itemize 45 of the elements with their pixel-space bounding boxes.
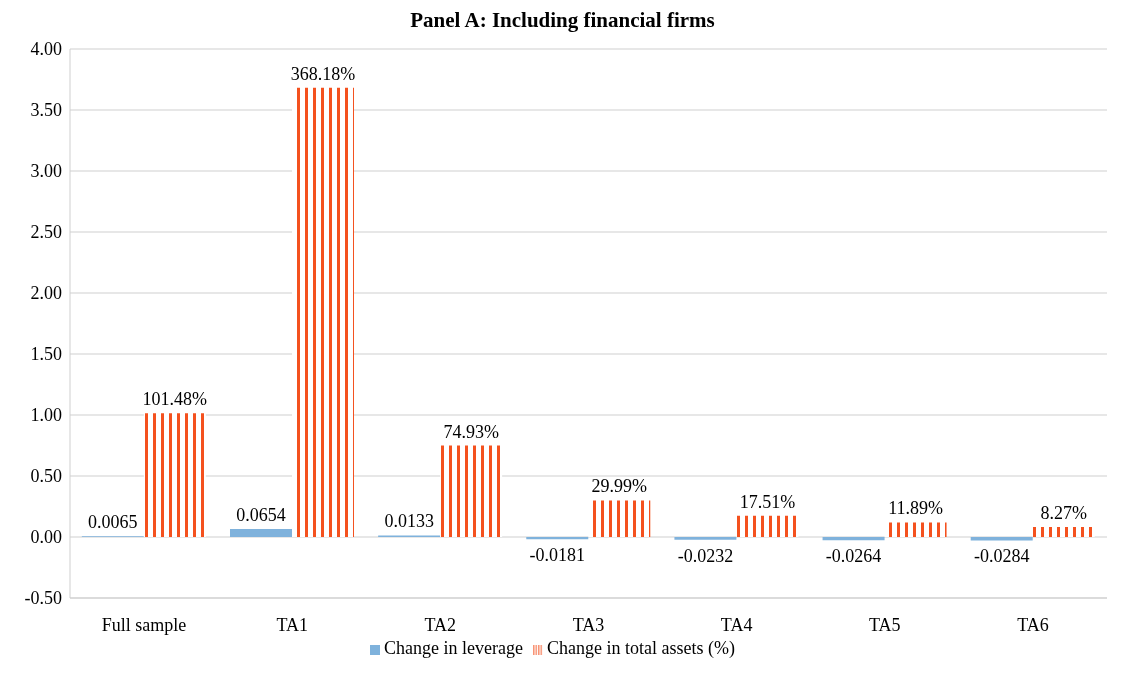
- y-tick-label: 3.50: [30, 100, 62, 121]
- data-label: 0.0065: [88, 512, 138, 533]
- data-label: 8.27%: [1040, 502, 1087, 523]
- bar: [229, 529, 292, 537]
- data-label: 0.0133: [384, 511, 434, 532]
- bar: [822, 537, 885, 541]
- chart-title: Panel A: Including financial firms: [409, 8, 716, 33]
- y-tick-label: -0.50: [24, 588, 62, 609]
- x-tick-label: TA1: [276, 614, 308, 635]
- bar: [440, 445, 503, 537]
- bar: [1032, 526, 1095, 537]
- bar: [526, 537, 589, 540]
- data-label: -0.0232: [677, 545, 734, 566]
- data-label: 368.18%: [290, 63, 356, 84]
- data-label: 29.99%: [591, 476, 648, 497]
- data-label: -0.0264: [825, 546, 882, 567]
- bar: [143, 413, 206, 537]
- y-tick-label: 1.50: [30, 344, 62, 365]
- data-label: 17.51%: [739, 491, 796, 512]
- x-tick-label: TA4: [720, 614, 753, 635]
- bar: [884, 522, 947, 537]
- y-tick-label: 0.00: [30, 527, 62, 548]
- bar: [588, 500, 651, 537]
- y-tick-label: 1.00: [30, 405, 62, 426]
- bar: [736, 515, 799, 537]
- data-label: 101.48%: [142, 389, 208, 410]
- data-label: -0.0284: [973, 546, 1030, 567]
- legend-label: Change in leverage: [384, 638, 523, 658]
- y-tick-label: 4.00: [30, 39, 62, 60]
- x-tick-label: TA6: [1017, 614, 1049, 635]
- data-label: 74.93%: [443, 421, 499, 442]
- bar: [674, 537, 737, 540]
- y-tick-label: 0.50: [30, 466, 62, 487]
- legend-label: Change in total assets (%): [546, 638, 735, 658]
- bar: [291, 87, 354, 537]
- y-tick-label: 2.50: [30, 222, 62, 243]
- x-tick-label: TA3: [572, 614, 605, 635]
- x-tick-label: TA5: [869, 614, 901, 635]
- y-tick-label: 2.00: [30, 283, 62, 304]
- x-tick-label: TA2: [424, 614, 457, 635]
- x-tick-label: Full sample: [101, 614, 187, 635]
- data-label: 11.89%: [888, 498, 943, 519]
- data-label: -0.0181: [529, 545, 586, 566]
- y-tick-label: 3.00: [30, 161, 62, 182]
- data-label: 0.0654: [236, 505, 286, 526]
